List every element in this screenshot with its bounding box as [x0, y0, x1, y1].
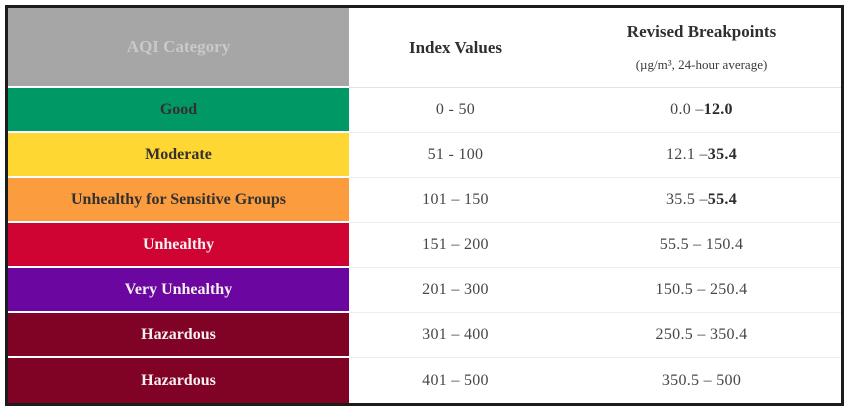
breakpoint-range: 350.5 – 500 [661, 371, 742, 389]
category-cell: Moderate [8, 133, 349, 178]
index-cell: 151 – 200 [349, 223, 562, 268]
breakpoint-cell: 250.5 – 350.4 [562, 313, 841, 358]
breakpoint-cell: 150.5 – 250.4 [562, 268, 841, 313]
index-cell: 0 - 50 [349, 88, 562, 133]
breakpoint-cell: 0.0 – 12.0 [562, 88, 841, 133]
breakpoint-range: 150.5 – 250.4 [655, 281, 748, 298]
category-cell: Good [8, 88, 349, 133]
category-cell: Very Unhealthy [8, 268, 349, 313]
index-cell: 201 – 300 [349, 268, 562, 313]
breakpoint-bold-value: 55.4 [707, 191, 737, 208]
category-cell: Unhealthy for Sensitive Groups [8, 178, 349, 223]
category-cell: Unhealthy [8, 223, 349, 268]
index-cell: 301 – 400 [349, 313, 562, 358]
breakpoint-cell: 350.5 – 500 [562, 358, 841, 403]
header-aqi-category: AQI Category [8, 8, 349, 88]
index-cell: 51 - 100 [349, 133, 562, 178]
breakpoint-cell: 55.5 – 150.4 [562, 223, 841, 268]
breakpoint-bold-value: 35.4 [707, 146, 737, 163]
breakpoint-cell: 12.1 – 35.4 [562, 133, 841, 178]
breakpoint-bold-value: 12.0 [703, 101, 733, 118]
breakpoint-range: 12.1 – [665, 146, 708, 163]
aqi-breakpoints-table: AQI Category Index Values Revised Breakp… [5, 5, 844, 406]
header-breakpoints-units: (µg/m³, 24-hour average) [635, 57, 768, 72]
category-cell: Hazardous [8, 313, 349, 358]
breakpoint-range: 55.5 – 150.4 [659, 236, 744, 253]
breakpoint-range: 250.5 – 350.4 [655, 326, 748, 343]
header-revised-breakpoints: Revised Breakpoints (µg/m³, 24-hour aver… [562, 8, 841, 88]
category-cell: Hazardous [8, 358, 349, 403]
breakpoint-cell: 35.5 – 55.4 [562, 178, 841, 223]
header-index-values: Index Values [349, 8, 562, 88]
breakpoint-range: 0.0 – [670, 101, 704, 118]
index-cell: 401 – 500 [422, 371, 489, 389]
index-cell: 101 – 150 [349, 178, 562, 223]
header-breakpoints-title: Revised Breakpoints [626, 22, 777, 41]
breakpoint-range: 35.5 – [665, 191, 708, 208]
